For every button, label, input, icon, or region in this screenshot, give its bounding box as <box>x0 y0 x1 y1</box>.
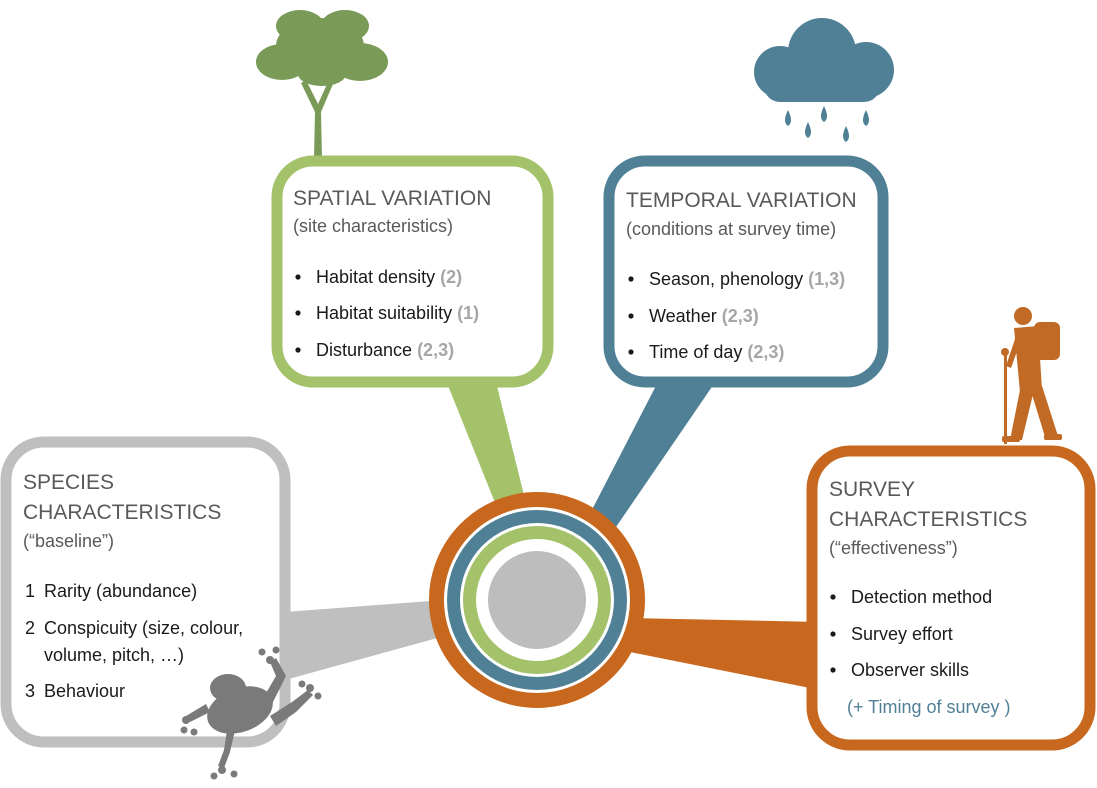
spatial-title: SPATIAL VARIATION <box>293 187 491 210</box>
temporal-box-frame <box>603 155 889 388</box>
survey-title-line2: CHARACTERISTICS <box>829 508 1027 531</box>
spatial-box: SPATIAL VARIATION (site characteristics)… <box>271 155 554 388</box>
survey-item-1: Detection method <box>851 587 992 607</box>
survey-box: SURVEY CHARACTERISTICS (“effectiveness”)… <box>806 445 1096 751</box>
species-item-1-num: 1 <box>25 581 35 601</box>
survey-title-line1: SURVEY <box>829 478 915 501</box>
center-rings <box>429 492 645 708</box>
survey-subtitle: (“effectiveness”) <box>829 538 958 558</box>
survey-list: Detection method Survey effort Observer … <box>830 587 992 680</box>
survey-item-3: Observer skills <box>851 660 969 680</box>
frog-icon <box>180 646 322 780</box>
temporal-item-3: Time of day (2,3) <box>649 342 784 362</box>
species-box-frame <box>0 436 291 748</box>
spatial-box-frame <box>271 155 554 388</box>
survey-note: (+ Timing of survey ) <box>847 697 1011 717</box>
center-species <box>488 551 586 649</box>
species-title-line2: CHARACTERISTICS <box>23 501 221 524</box>
temporal-item-1: Season, phenology (1,3) <box>649 269 845 289</box>
species-subtitle: (“baseline”) <box>23 531 114 551</box>
spatial-item-3: Disturbance (2,3) <box>316 340 454 360</box>
hiker-icon <box>1001 307 1062 444</box>
temporal-box: TEMPORAL VARIATION (conditions at survey… <box>603 155 889 388</box>
temporal-subtitle: (conditions at survey time) <box>626 219 836 239</box>
temporal-item-2: Weather (2,3) <box>649 306 759 326</box>
species-item-2-num: 2 <box>25 618 35 638</box>
spatial-item-2: Habitat suitability (1) <box>316 303 479 323</box>
species-item-3: Behaviour <box>44 681 125 701</box>
temporal-list: Season, phenology (1,3) Weather (2,3) Ti… <box>628 269 845 362</box>
spatial-item-1: Habitat density (2) <box>316 267 462 287</box>
species-item-2: Conspicuity (size, colour, <box>44 618 243 638</box>
spatial-list: Habitat density (2) Habitat suitability … <box>295 267 479 360</box>
tree-icon <box>256 10 388 158</box>
rain-cloud-icon <box>754 18 894 142</box>
species-item-2-cont: volume, pitch, …) <box>44 645 184 665</box>
species-title-line1: SPECIES <box>23 471 114 494</box>
temporal-title: TEMPORAL VARIATION <box>626 189 857 212</box>
species-list: 1 Rarity (abundance) 2 Conspicuity (size… <box>25 581 243 701</box>
spatial-subtitle: (site characteristics) <box>293 216 453 236</box>
survey-box-frame <box>806 445 1096 751</box>
species-item-1: Rarity (abundance) <box>44 581 197 601</box>
species-item-3-num: 3 <box>25 681 35 701</box>
survey-item-2: Survey effort <box>851 624 953 644</box>
species-box: SPECIES CHARACTERISTICS (“baseline”) 1 R… <box>0 436 291 748</box>
survey-connector <box>630 618 820 690</box>
